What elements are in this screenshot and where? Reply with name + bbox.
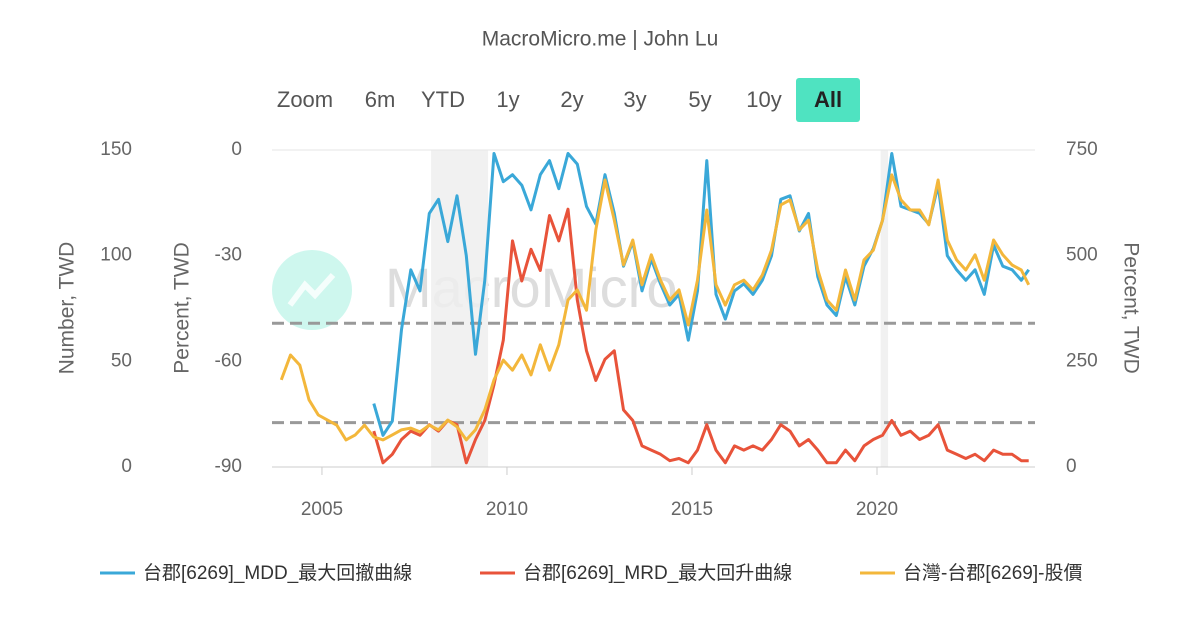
x-tick-label: 2015 <box>671 499 713 520</box>
y3-axis-title: Percent, TWD <box>1119 242 1142 373</box>
range-button[interactable]: 10y <box>746 87 781 112</box>
x-tick-label: 2020 <box>856 499 898 520</box>
range-button[interactable]: 2y <box>560 87 583 112</box>
shaded-range <box>880 150 889 467</box>
legend-label[interactable]: 台灣-台郡[6269]-股價 <box>903 562 1082 584</box>
y2-tick-label: -60 <box>215 350 242 371</box>
y3-tick-label: 0 <box>1066 456 1077 477</box>
legend-label[interactable]: 台郡[6269]_MRD_最大回升曲線 <box>523 562 792 584</box>
watermark: MacroMicro <box>385 256 677 319</box>
range-button[interactable]: 6m <box>365 87 396 112</box>
watermark-logo-icon <box>287 272 336 307</box>
zoom-label: Zoom <box>277 87 333 112</box>
y2-tick-label: -30 <box>215 245 242 266</box>
y3-tick-label: 750 <box>1066 139 1098 160</box>
y-axis-title: Number, TWD <box>56 242 79 375</box>
series-line <box>372 207 1029 465</box>
range-button[interactable]: YTD <box>421 87 465 112</box>
y-tick-label: 100 <box>100 245 132 266</box>
range-button[interactable]: 5y <box>688 87 711 112</box>
y3-tick-label: 250 <box>1066 350 1098 371</box>
range-button[interactable]: 1y <box>496 87 519 112</box>
legend-label[interactable]: 台郡[6269]_MDD_最大回撤曲線 <box>143 562 412 584</box>
chart-title: MacroMicro.me | John Lu <box>482 28 719 51</box>
y-tick-label: 0 <box>121 456 132 477</box>
y3-tick-label: 500 <box>1066 245 1098 266</box>
range-button[interactable]: All <box>814 87 842 112</box>
range-button-bg[interactable] <box>796 78 860 122</box>
y2-axis-title: Percent, TWD <box>171 242 194 373</box>
y-tick-label: 50 <box>111 350 132 371</box>
y2-tick-label: 0 <box>231 139 242 160</box>
y2-tick-label: -90 <box>215 456 242 477</box>
x-tick-label: 2005 <box>301 499 343 520</box>
y-tick-label: 150 <box>100 139 132 160</box>
range-button[interactable]: 3y <box>623 87 646 112</box>
x-tick-label: 2010 <box>486 499 528 520</box>
series-line <box>279 173 1031 442</box>
